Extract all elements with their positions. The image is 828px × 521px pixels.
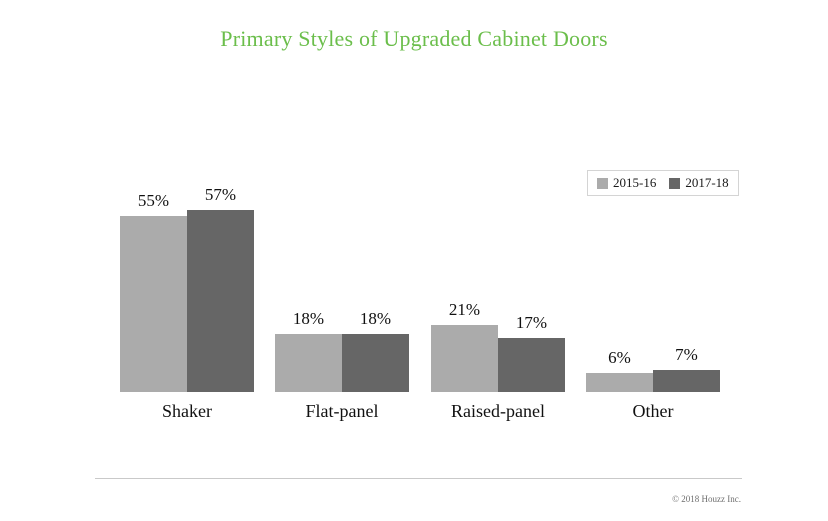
legend-label: 2017-18 — [685, 175, 729, 190]
legend-swatch-icon — [597, 177, 608, 189]
bar-group-shaker: 55% 57% Shaker — [120, 185, 254, 421]
bar-2017-18-other: 7% — [653, 345, 720, 392]
footer-divider — [95, 478, 742, 479]
bar-group-flat-panel: 18% 18% Flat-panel — [275, 309, 409, 421]
copyright-text: © 2018 Houzz Inc. — [672, 494, 741, 504]
value-label: 57% — [204, 185, 237, 204]
value-label: 55% — [137, 191, 170, 210]
value-label: 18% — [292, 309, 325, 328]
bar-group-other: 6% 7% Other — [586, 345, 720, 421]
bar-2015-16-flat-panel: 18% — [275, 309, 342, 392]
value-label: 17% — [515, 313, 548, 332]
bar-plot: 55% 57% Shaker 18% 18% Flat-panel 21% 17% Raised… — [120, 185, 720, 421]
category-label: Other — [632, 401, 674, 421]
category-label: Flat-panel — [305, 401, 379, 421]
legend-swatch-icon — [669, 177, 681, 189]
bar-2017-18-shaker: 57% — [187, 185, 254, 392]
category-label: Raised-panel — [451, 401, 545, 421]
bar-2017-18-raised-panel: 17% — [498, 313, 565, 392]
bar-2015-16-other: 6% — [586, 348, 653, 392]
legend-item-2017-18: 2017-18 — [669, 175, 729, 191]
legend-label: 2015-16 — [613, 175, 657, 190]
category-label: Shaker — [162, 401, 212, 421]
bar-2017-18-flat-panel: 18% — [342, 309, 409, 392]
value-label: 7% — [675, 345, 698, 364]
legend: 2015-16 2017-18 — [587, 170, 739, 196]
chart-title: Primary Styles of Upgraded Cabinet Doors — [220, 26, 608, 51]
bar-2015-16-raised-panel: 21% — [431, 300, 498, 392]
bar-group-raised-panel: 21% 17% Raised-panel — [431, 300, 565, 421]
value-label: 21% — [448, 300, 481, 319]
bar-2015-16-shaker: 55% — [120, 191, 187, 392]
legend-item-2015-16: 2015-16 — [597, 175, 656, 191]
value-label: 6% — [608, 348, 631, 367]
value-label: 18% — [359, 309, 392, 328]
